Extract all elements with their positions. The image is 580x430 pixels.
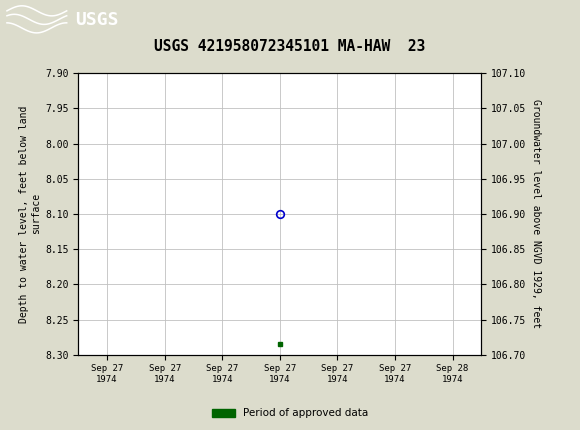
Text: USGS 421958072345101 MA-HAW  23: USGS 421958072345101 MA-HAW 23: [154, 39, 426, 54]
Y-axis label: Depth to water level, feet below land
surface: Depth to water level, feet below land su…: [19, 105, 41, 322]
Text: USGS: USGS: [75, 11, 119, 29]
Legend: Period of approved data: Period of approved data: [208, 404, 372, 423]
Y-axis label: Groundwater level above NGVD 1929, feet: Groundwater level above NGVD 1929, feet: [531, 99, 541, 329]
